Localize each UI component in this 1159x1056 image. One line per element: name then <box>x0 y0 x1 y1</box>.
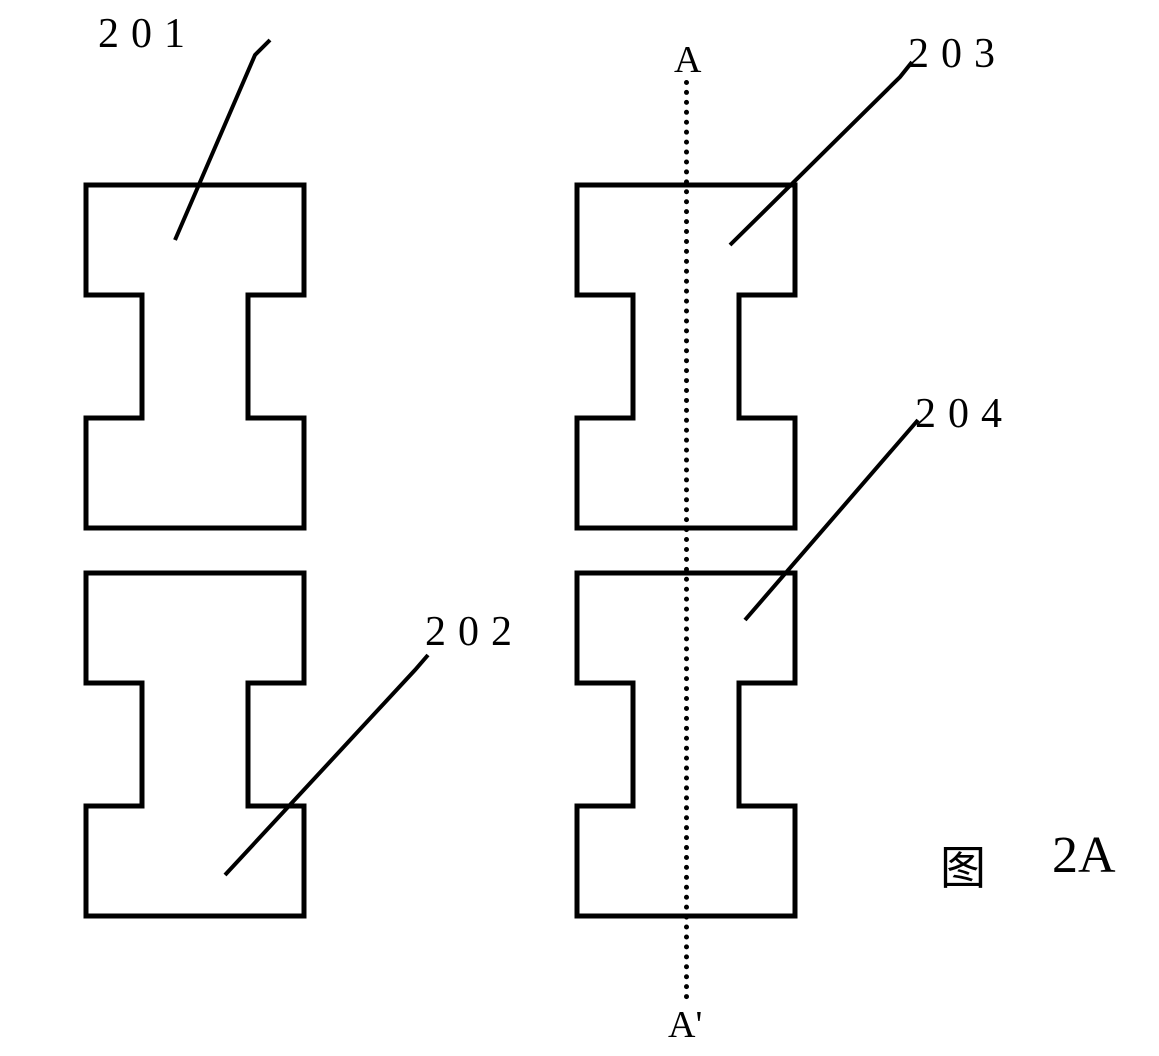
leader-204 <box>0 0 1159 1056</box>
